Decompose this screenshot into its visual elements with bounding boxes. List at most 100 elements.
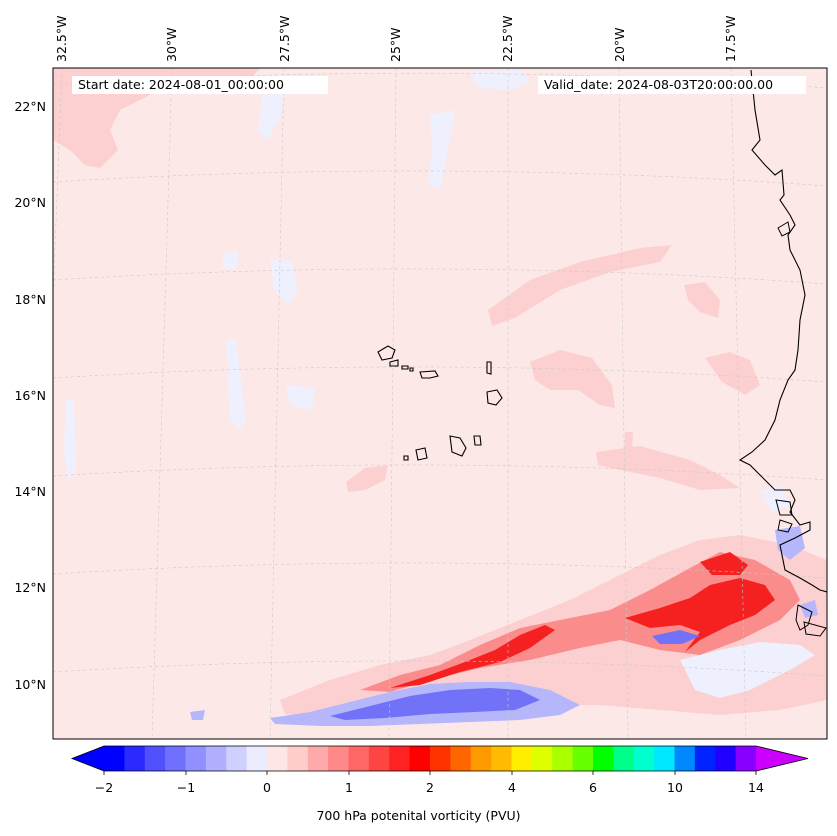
lon-label: 27.5°W bbox=[277, 16, 292, 62]
colorbar-segment bbox=[307, 746, 329, 771]
colorbar-segment bbox=[491, 746, 512, 771]
colorbar-segment bbox=[735, 746, 757, 771]
pv-patch-central bbox=[530, 350, 615, 408]
coast-island bbox=[777, 221, 791, 237]
colorbar-extend-max bbox=[756, 746, 808, 771]
colorbar-segment bbox=[654, 746, 675, 771]
pv-patch-central bbox=[488, 245, 672, 326]
pv-streak-blue bbox=[226, 340, 246, 430]
pv-blue-patch-west bbox=[190, 710, 205, 720]
africa-coastline bbox=[738, 69, 827, 593]
pv-streak-blue bbox=[468, 70, 530, 90]
pv-streak-blue bbox=[270, 258, 298, 305]
pv-blue-patch-east bbox=[775, 526, 805, 560]
lat-label: 16°N bbox=[14, 388, 46, 403]
colorbar-segment bbox=[531, 746, 553, 771]
pv-core-red bbox=[390, 625, 555, 688]
pv-field bbox=[53, 68, 827, 739]
coast-gambia bbox=[775, 499, 793, 516]
pv-patch-central bbox=[705, 352, 760, 395]
colorbar-segment bbox=[267, 746, 288, 771]
colorbar-segment bbox=[348, 746, 370, 771]
pv-patch-central bbox=[684, 282, 720, 318]
pv-streak-blue bbox=[258, 92, 285, 140]
colorbar-segment bbox=[593, 746, 614, 771]
colorbar-tick-label: 10 bbox=[667, 780, 683, 795]
pv-streak-blue bbox=[428, 110, 455, 190]
pv-blue-patch-east bbox=[800, 600, 818, 618]
colorbar-segment bbox=[389, 746, 411, 771]
lat-label: 12°N bbox=[14, 580, 46, 595]
colorbar-segment bbox=[694, 746, 716, 771]
lon-label: 20°W bbox=[612, 27, 627, 62]
colorbar-segment bbox=[450, 746, 472, 771]
colorbar-segment bbox=[674, 746, 696, 771]
pv-band-south-mid bbox=[360, 552, 800, 692]
colorbar-segment bbox=[205, 746, 227, 771]
colorbar-segment bbox=[328, 746, 349, 771]
lon-label: 17.5°W bbox=[723, 16, 738, 62]
colorbar-tick-label: 0 bbox=[263, 780, 271, 795]
coast-guinea bbox=[803, 621, 827, 637]
colorbar-segment bbox=[246, 746, 268, 771]
coast-guinea-bissau bbox=[777, 519, 793, 533]
start-date-label: Start date: 2024-08-01_00:00:00 bbox=[72, 76, 328, 94]
colorbar-segment bbox=[552, 746, 574, 771]
colorbar-segment bbox=[613, 746, 635, 771]
pv-patch-central bbox=[346, 465, 388, 492]
colorbar-tick-label: 14 bbox=[748, 780, 764, 795]
lat-label: 22°N bbox=[14, 99, 46, 114]
colorbar-tick-label: 4 bbox=[508, 780, 516, 795]
lat-label: 18°N bbox=[14, 292, 46, 307]
pv-streak-blue bbox=[64, 400, 76, 480]
pv-blue-patch-east bbox=[680, 642, 815, 698]
colorbar-segment bbox=[144, 746, 166, 771]
colorbar-segment bbox=[430, 746, 451, 771]
colorbar-segment bbox=[165, 746, 186, 771]
colorbar-segment bbox=[572, 746, 594, 771]
colorbar bbox=[70, 745, 809, 772]
lon-label: 25°W bbox=[388, 27, 403, 62]
colorbar-tick-label: 2 bbox=[426, 780, 434, 795]
lat-label: 14°N bbox=[14, 484, 46, 499]
colorbar-tick-label: −2 bbox=[95, 780, 113, 795]
lon-label: 30°W bbox=[164, 27, 179, 62]
pv-patch-central bbox=[596, 446, 740, 490]
colorbar-segment bbox=[470, 746, 492, 771]
latitude-labels: 22°N 20°N 18°N 16°N 14°N 12°N 10°N bbox=[14, 99, 46, 692]
lat-label: 20°N bbox=[14, 195, 46, 210]
colorbar-segment bbox=[409, 746, 431, 771]
map-frame bbox=[52, 67, 828, 740]
lat-label: 10°N bbox=[14, 677, 46, 692]
pv-patch-central bbox=[624, 432, 633, 455]
colorbar-segment bbox=[226, 746, 248, 771]
pv-streak-blue bbox=[285, 385, 315, 410]
colorbar-ticks: −2 −1 0 1 2 4 6 10 14 bbox=[95, 771, 764, 795]
pv-core-red bbox=[700, 552, 748, 575]
pv-core-red bbox=[625, 578, 775, 652]
colorbar-segment bbox=[715, 746, 737, 771]
valid-date-label: Valid_date: 2024-08-03T20:00:00.00 bbox=[538, 76, 806, 94]
colorbar-segment bbox=[124, 746, 146, 771]
pv-core-blue bbox=[652, 630, 700, 644]
coast-bissagos bbox=[795, 604, 813, 631]
colorbar-tick-label: −1 bbox=[177, 780, 195, 795]
colorbar-extend-min bbox=[72, 746, 104, 771]
lon-label: 22.5°W bbox=[500, 16, 515, 62]
longitude-labels: 32.5°W 30°W 27.5°W 25°W 22.5°W 20°W 17.5… bbox=[54, 16, 738, 62]
cape-verde-islands bbox=[377, 345, 503, 461]
pv-band-south-blue bbox=[330, 688, 540, 720]
lon-label: 32.5°W bbox=[54, 16, 69, 62]
colorbar-tick-label: 1 bbox=[345, 780, 353, 795]
colorbar-segment bbox=[287, 746, 309, 771]
pv-blue-patch-east bbox=[760, 486, 790, 512]
colorbar-tick-label: 6 bbox=[589, 780, 597, 795]
colorbar-segment bbox=[633, 746, 655, 771]
colorbar-label: 700 hPa potenital vorticity (PVU) bbox=[316, 808, 521, 823]
colorbar-segment bbox=[185, 746, 207, 771]
colorbar-segment bbox=[511, 746, 533, 771]
pv-streak-blue bbox=[222, 250, 238, 270]
colorbar-segment bbox=[104, 746, 125, 771]
colorbar-segment bbox=[368, 746, 390, 771]
